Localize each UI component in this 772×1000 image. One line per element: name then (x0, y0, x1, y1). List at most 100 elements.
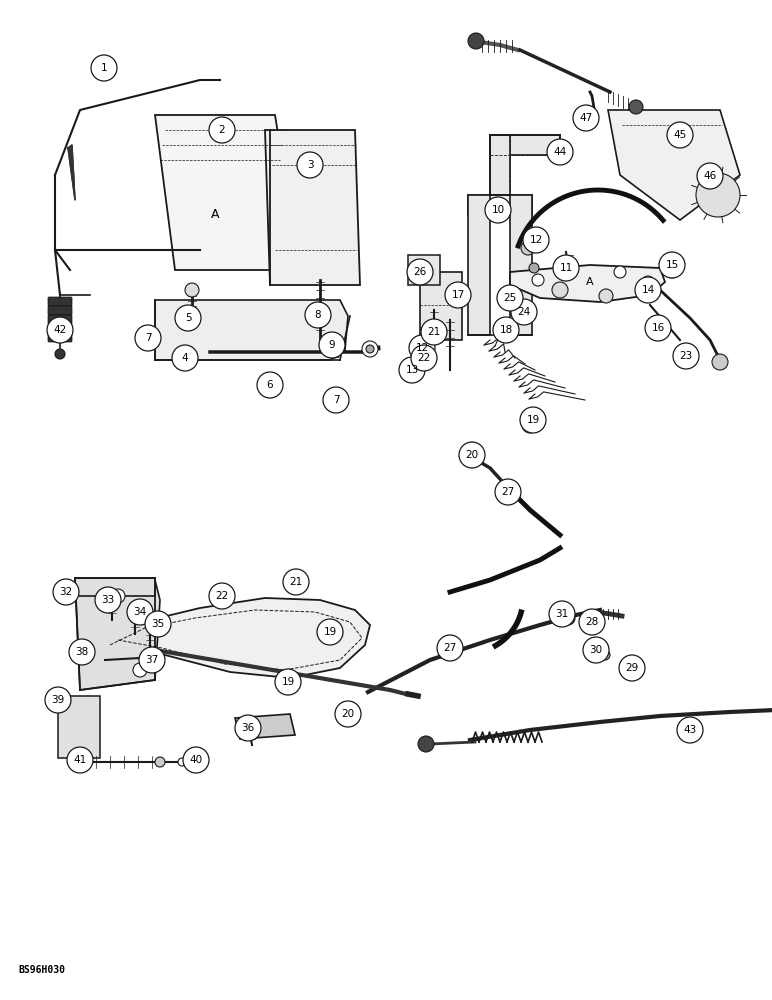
Circle shape (209, 117, 235, 143)
Text: 34: 34 (134, 607, 147, 617)
Circle shape (662, 258, 682, 278)
Text: 31: 31 (555, 609, 569, 619)
Circle shape (155, 757, 165, 767)
Circle shape (366, 345, 374, 353)
Circle shape (667, 263, 677, 273)
Circle shape (145, 611, 171, 637)
Circle shape (552, 282, 568, 298)
FancyBboxPatch shape (48, 333, 72, 342)
Circle shape (520, 407, 546, 433)
Circle shape (67, 747, 93, 773)
Text: 43: 43 (683, 725, 696, 735)
Text: 17: 17 (452, 290, 465, 300)
Text: 24: 24 (517, 307, 530, 317)
Text: 7: 7 (333, 395, 340, 405)
Circle shape (323, 387, 349, 413)
Polygon shape (510, 265, 665, 302)
Text: 46: 46 (703, 171, 716, 181)
Circle shape (407, 259, 433, 285)
Circle shape (445, 282, 471, 308)
Text: 11: 11 (560, 263, 573, 273)
Text: 44: 44 (554, 147, 567, 157)
Circle shape (418, 736, 434, 752)
Polygon shape (408, 255, 440, 285)
Text: 10: 10 (492, 205, 505, 215)
Text: 26: 26 (413, 267, 427, 277)
Text: 15: 15 (665, 260, 679, 270)
Polygon shape (468, 195, 532, 215)
Circle shape (589, 641, 603, 655)
Circle shape (642, 276, 654, 288)
Text: 8: 8 (315, 310, 321, 320)
Circle shape (673, 343, 699, 369)
Text: 19: 19 (323, 627, 337, 637)
Circle shape (297, 152, 323, 178)
Circle shape (235, 715, 261, 741)
Text: 45: 45 (673, 130, 686, 140)
Text: 16: 16 (652, 323, 665, 333)
Circle shape (547, 139, 573, 165)
Circle shape (493, 317, 519, 343)
Circle shape (511, 299, 537, 325)
Circle shape (45, 687, 71, 713)
Circle shape (635, 277, 661, 303)
Text: 35: 35 (151, 619, 164, 629)
Circle shape (708, 185, 728, 205)
Circle shape (209, 583, 235, 609)
Text: 20: 20 (466, 450, 479, 460)
Circle shape (305, 302, 331, 328)
Circle shape (145, 333, 155, 343)
Circle shape (659, 252, 685, 278)
Text: 32: 32 (59, 587, 73, 597)
Text: 22: 22 (418, 353, 431, 363)
Circle shape (622, 660, 638, 676)
Circle shape (503, 297, 513, 307)
Circle shape (257, 372, 283, 398)
Circle shape (497, 285, 523, 311)
Circle shape (69, 639, 95, 665)
Circle shape (175, 305, 201, 331)
Text: 33: 33 (101, 595, 114, 605)
Circle shape (399, 357, 425, 383)
Text: 39: 39 (52, 695, 65, 705)
Polygon shape (155, 300, 348, 360)
Circle shape (275, 669, 301, 695)
Circle shape (463, 451, 477, 465)
Text: 3: 3 (306, 160, 313, 170)
Circle shape (172, 345, 198, 371)
Polygon shape (155, 115, 300, 270)
Circle shape (55, 349, 65, 359)
Text: 6: 6 (266, 380, 273, 390)
Polygon shape (608, 110, 740, 220)
Circle shape (583, 637, 609, 663)
Circle shape (573, 105, 599, 131)
Circle shape (47, 317, 73, 343)
Text: 19: 19 (527, 415, 540, 425)
Circle shape (532, 274, 544, 286)
Circle shape (712, 354, 728, 370)
Circle shape (697, 163, 723, 189)
FancyBboxPatch shape (48, 297, 72, 306)
Circle shape (91, 55, 117, 81)
FancyBboxPatch shape (48, 306, 72, 315)
Circle shape (523, 227, 549, 253)
Circle shape (459, 442, 485, 468)
Circle shape (629, 100, 643, 114)
Circle shape (677, 717, 703, 743)
Text: 30: 30 (590, 645, 603, 655)
Circle shape (362, 341, 378, 357)
Circle shape (599, 289, 613, 303)
Text: 12: 12 (415, 343, 428, 353)
Text: 19: 19 (281, 677, 295, 687)
Circle shape (521, 241, 535, 255)
Polygon shape (95, 598, 370, 678)
Circle shape (702, 179, 734, 211)
Circle shape (62, 592, 74, 604)
Polygon shape (265, 130, 360, 285)
Text: 14: 14 (642, 285, 655, 295)
Text: 4: 4 (181, 353, 188, 363)
Circle shape (326, 342, 342, 358)
Circle shape (283, 569, 309, 595)
Text: 21: 21 (428, 327, 441, 337)
Circle shape (522, 417, 538, 433)
